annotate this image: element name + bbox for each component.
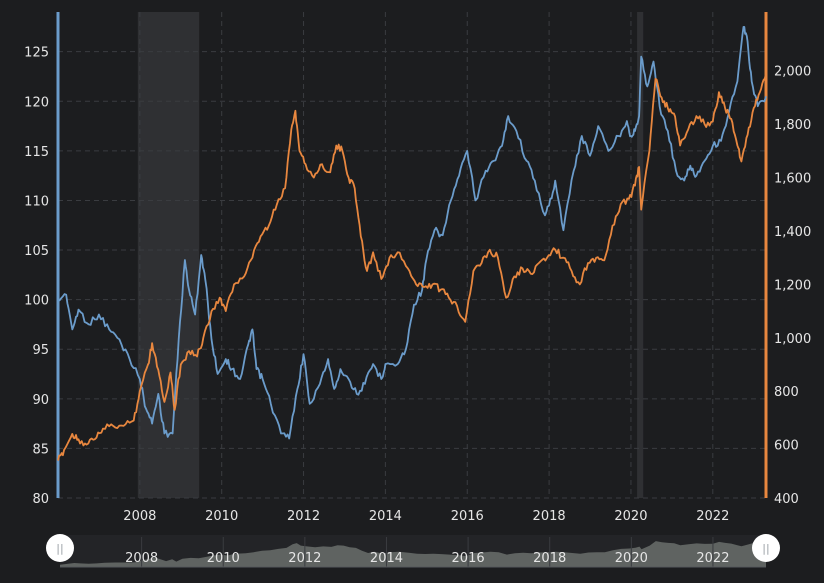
left-tick-label: 90 — [32, 393, 49, 408]
x-tick-label: 2008 — [123, 509, 156, 524]
navigator-area — [60, 540, 766, 567]
left-handle-grip: || — [56, 542, 63, 555]
right-handle-grip: || — [762, 542, 769, 555]
x-tick-label: 2010 — [205, 509, 238, 524]
left-tick-label: 85 — [32, 442, 49, 457]
left-tick-label: 110 — [24, 194, 49, 209]
left-axis-ticks: 80 85 90 95 100 105 110 115 120 125 — [24, 46, 49, 507]
navigator-tick-label: 2014 — [370, 551, 403, 566]
left-tick-label: 115 — [24, 145, 49, 160]
shaded-period-0 — [137, 12, 200, 498]
x-tick-label: 2022 — [696, 509, 729, 524]
navigator-tick-label: 2008 — [125, 551, 158, 566]
left-tick-label: 100 — [24, 294, 49, 309]
right-tick-label: 400 — [774, 492, 799, 507]
x-tick-label: 2012 — [287, 509, 320, 524]
x-tick-label: 2016 — [451, 509, 484, 524]
left-tick-label: 95 — [32, 343, 49, 358]
left-tick-label: 120 — [24, 95, 49, 110]
navigator-right-handle[interactable]: || — [752, 534, 780, 562]
x-tick-label: 2018 — [533, 509, 566, 524]
navigator-tick-label: 2020 — [615, 551, 648, 566]
right-tick-label: 600 — [774, 439, 799, 454]
x-tick-label: 2020 — [614, 509, 647, 524]
navigator-tick-label: 2012 — [288, 551, 321, 566]
navigator-tick-label: 2018 — [533, 551, 566, 566]
navigator-tick-label: 2010 — [207, 551, 240, 566]
left-tick-label: 105 — [24, 244, 49, 259]
x-axis-ticks: 2008 2010 2012 2014 2016 2018 2020 2022 — [123, 509, 729, 524]
vertical-gridlines — [139, 12, 714, 498]
left-tick-label: 80 — [32, 492, 49, 507]
right-tick-label: 1,200 — [774, 278, 811, 293]
right-tick-label: 800 — [774, 385, 799, 400]
navigator[interactable]: 2008 2010 2012 2014 2016 2018 2020 2022 || || — [46, 534, 780, 568]
right-axis-ticks: 400 600 800 1,000 1,200 1,400 1,600 1,800 2,000 — [774, 65, 811, 507]
navigator-tick-label: 2022 — [696, 551, 729, 566]
right-tick-label: 1,400 — [774, 225, 811, 240]
right-tick-label: 1,600 — [774, 172, 811, 187]
navigator-left-handle[interactable]: || — [46, 534, 74, 562]
left-tick-label: 125 — [24, 46, 49, 61]
series-line-right — [57, 73, 767, 461]
navigator-tick-label: 2016 — [452, 551, 485, 566]
series-line-left — [57, 26, 767, 440]
x-tick-label: 2014 — [369, 509, 402, 524]
navigator-ticks: 2008 2010 2012 2014 2016 2018 2020 2022 — [125, 537, 729, 567]
shaded-period-1 — [637, 12, 644, 498]
right-tick-label: 1,000 — [774, 332, 811, 347]
right-tick-label: 1,800 — [774, 118, 811, 133]
series-layer — [57, 26, 767, 461]
right-tick-label: 2,000 — [774, 65, 811, 80]
recession-shading — [137, 12, 644, 498]
